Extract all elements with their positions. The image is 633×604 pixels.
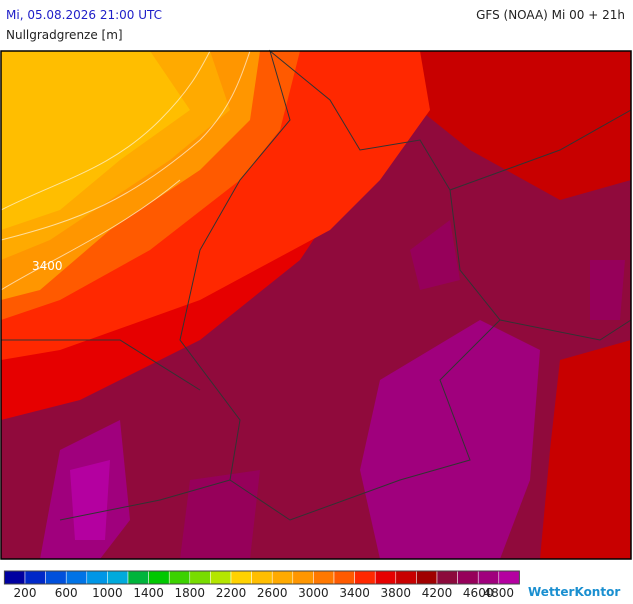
date-title: Mi, 05.08.2026 21:00 UTC [6,8,162,22]
legend-label: 3400 [339,586,370,600]
legend-label: 4200 [422,586,453,600]
contour-label: 3400 [32,259,63,273]
legend-swatch [24,570,46,585]
legend-swatch [210,570,232,585]
legend-swatch [168,570,191,585]
legend-swatch [271,570,294,585]
legend-swatch [189,570,211,585]
legend-swatch [436,570,458,585]
legend-label: 200 [14,586,37,600]
logo: WetterKontor [528,585,620,599]
legend: 200 600 1000 1400 1800 2200 2600 3000 3400 3800 42… [3,570,520,600]
legend-swatch [65,570,88,585]
legend-swatch [86,570,108,585]
legend-swatch [230,570,252,585]
legend-label: 2600 [257,586,288,600]
parameter-label: Nullgradgrenze [m] [6,28,123,42]
legend-swatch [313,570,335,585]
legend-label: 4600 [463,586,494,600]
legend-label: 4800 [484,586,515,600]
legend-label: 3800 [381,586,412,600]
legend-swatch [416,570,438,585]
legend-swatch [107,570,129,585]
legend-swatch [457,570,479,585]
map: 3400 [0,49,632,560]
legend-swatch [395,570,417,585]
model-label: GFS (NOAA) Mi 00 + 21h [476,8,625,22]
legend-label: 3000 [298,586,329,600]
legend-swatch [354,570,376,585]
legend-swatch [45,570,67,585]
legend-swatch [333,570,355,585]
legend-swatch [251,570,273,585]
legend-swatch [292,570,314,585]
legend-label: 1400 [133,586,164,600]
legend-swatch [4,570,26,585]
legend-swatch [127,570,149,585]
legend-label: 600 [55,586,78,600]
legend-label: 1000 [92,586,123,600]
legend-frame [3,570,520,585]
legend-swatch [498,570,520,585]
legend-swatch [477,570,500,585]
legend-label: 1800 [175,586,206,600]
legend-swatch [374,570,397,585]
legend-swatch [148,570,170,585]
legend-label: 2200 [216,586,247,600]
